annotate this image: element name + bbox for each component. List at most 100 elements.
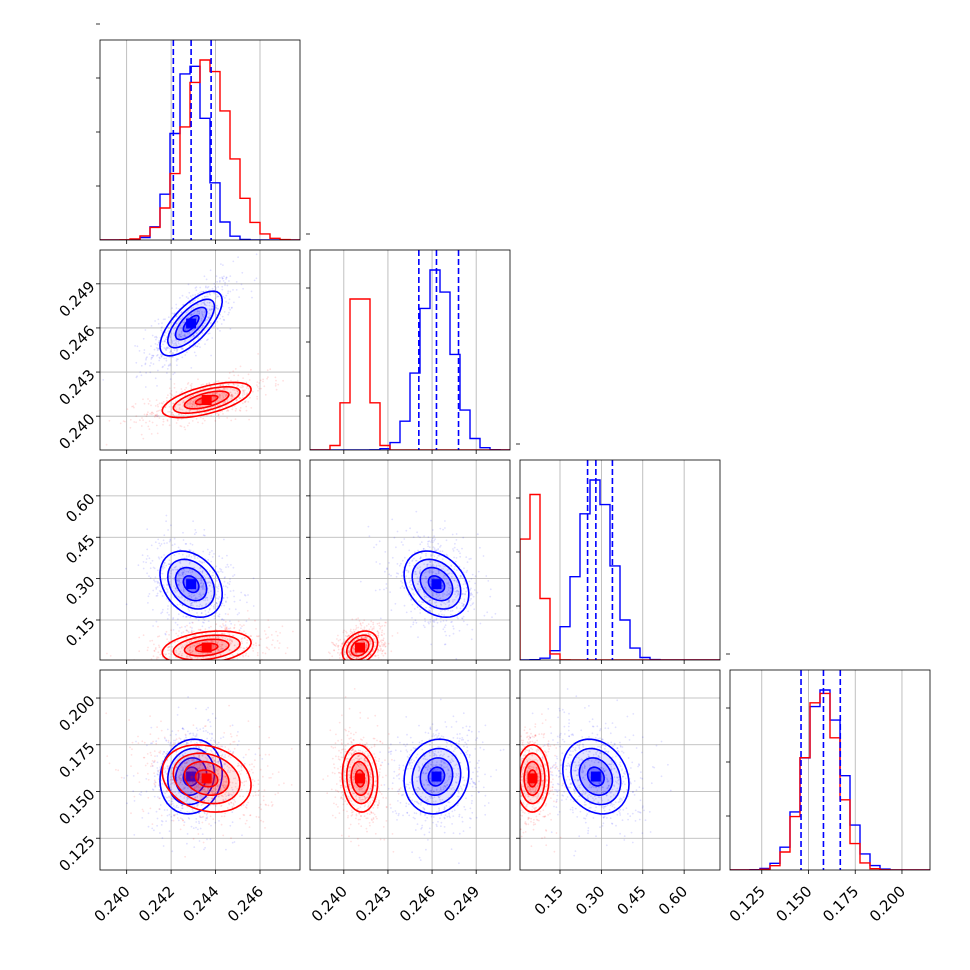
sample-point-blue (416, 531, 418, 534)
sample-point-blue (195, 597, 197, 600)
sample-point-red (157, 668, 159, 670)
sample-point-red (199, 628, 202, 631)
sample-point-blue (192, 328, 195, 331)
sample-point-red (143, 402, 146, 405)
sample-point-blue (207, 577, 210, 579)
sample-point-red (223, 387, 225, 390)
sample-point-blue (165, 348, 167, 351)
sample-point-blue (162, 608, 164, 611)
sample-point-blue (433, 619, 436, 622)
sample-point-blue (154, 541, 157, 544)
sample-point-red (363, 619, 366, 622)
sample-point-blue (179, 581, 181, 584)
sample-point-red (381, 634, 383, 637)
sample-point-red (226, 638, 229, 640)
sample-point-red (185, 404, 188, 407)
sample-point-red (363, 636, 365, 639)
sample-point-blue (413, 608, 416, 610)
sample-point-blue (185, 311, 188, 314)
sample-point-blue (173, 578, 176, 581)
sample-point-red (365, 646, 367, 649)
sample-point-red (151, 411, 154, 414)
sample-point-blue (184, 329, 187, 331)
sample-point-red (189, 646, 191, 649)
sample-point-blue (217, 760, 220, 763)
sample-point-red (189, 384, 192, 387)
sample-point-blue (193, 351, 196, 354)
sample-point-red (258, 644, 261, 647)
sample-point-blue (419, 568, 422, 571)
sample-point-red (213, 396, 215, 398)
sample-point-blue (192, 759, 195, 762)
sample-point-blue (188, 760, 190, 762)
contour-red (172, 634, 241, 660)
sample-point-blue (158, 557, 161, 560)
sample-point-blue (214, 741, 216, 743)
sample-point-blue (194, 299, 196, 302)
sample-point-red (373, 645, 376, 648)
sample-point-blue (418, 572, 421, 575)
sample-point-blue (170, 800, 173, 803)
sample-point-blue (156, 385, 158, 387)
sample-point-blue (155, 595, 158, 597)
sample-point-red (365, 644, 367, 646)
sample-point-blue (171, 544, 174, 547)
sample-point-blue (162, 318, 165, 321)
sample-point-red (219, 625, 222, 627)
sample-point-blue (171, 568, 174, 571)
sample-point-blue (228, 627, 230, 630)
sample-point-blue (215, 611, 218, 614)
sample-point-blue (162, 365, 164, 368)
sample-point-blue (180, 589, 183, 592)
sample-point-blue (439, 620, 442, 623)
sample-point-red (191, 405, 193, 408)
sample-point-blue (200, 290, 203, 293)
sample-point-red (187, 397, 189, 400)
sample-point-red (223, 786, 225, 789)
sample-point-blue (176, 579, 179, 582)
sample-point-red (229, 743, 232, 745)
sample-point-red (202, 656, 204, 659)
sample-point-blue (182, 769, 185, 772)
sample-point-blue (163, 534, 166, 537)
sample-point-red (226, 410, 228, 412)
sample-point-red (175, 391, 178, 393)
sample-point-red (222, 798, 225, 801)
sample-point-blue (172, 356, 174, 358)
sample-point-blue (218, 778, 221, 781)
sample-point-red (153, 415, 156, 418)
panel-background (310, 460, 510, 660)
sample-point-red (171, 394, 173, 397)
sample-point-blue (197, 802, 200, 805)
sample-point-red (383, 643, 385, 646)
sample-point-red (225, 663, 227, 665)
sample-point-red (375, 661, 377, 663)
sample-point-blue (152, 625, 154, 627)
sample-point-blue (432, 541, 434, 544)
sample-point-red (239, 397, 242, 400)
sample-point-blue (208, 607, 211, 610)
sample-point-red (188, 649, 191, 652)
sample-point-blue (463, 580, 466, 582)
sample-point-red (202, 408, 205, 411)
sample-point-blue (182, 590, 185, 593)
sample-point-blue (232, 751, 235, 753)
sample-point-blue (218, 583, 221, 586)
sample-point-red (194, 634, 197, 636)
sample-point-red (231, 394, 233, 397)
sample-point-blue (156, 343, 159, 346)
sample-point-red (276, 640, 279, 642)
sample-point-blue (205, 708, 208, 711)
sample-point-red (228, 377, 230, 379)
sample-point-blue (424, 620, 427, 623)
sample-point-blue (238, 740, 240, 742)
sample-point-blue (463, 598, 466, 601)
sample-point-blue (157, 538, 160, 541)
sample-point-red (184, 428, 187, 431)
sample-point-blue (173, 342, 176, 345)
sample-point-red (188, 667, 190, 669)
sample-point-blue (226, 771, 229, 773)
sample-point-blue (186, 333, 189, 335)
sample-point-blue (197, 828, 199, 831)
sample-point-red (366, 664, 368, 666)
